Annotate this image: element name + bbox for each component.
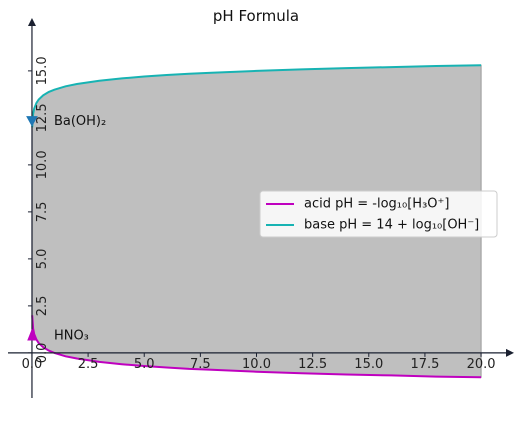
x-tick-label: 15.0 bbox=[354, 357, 383, 372]
y-axis-arrow bbox=[27, 18, 36, 26]
annotation-label: HNO₃ bbox=[54, 328, 89, 343]
y-tick-label: 5.0 bbox=[35, 249, 50, 270]
x-axis-arrow bbox=[506, 348, 514, 357]
acid-series-line bbox=[31, 315, 482, 379]
x-tick-label: 5.0 bbox=[134, 357, 155, 372]
annotation-label: Ba(OH)₂ bbox=[54, 114, 106, 129]
base-series-line bbox=[31, 64, 482, 128]
tick-labels: 0.0 2.5 5.0 7.5 10.0 12.5 15.0 17.5 20.0 0.0 2.5 5.… bbox=[22, 56, 496, 371]
x-tick-label: 7.5 bbox=[190, 357, 211, 372]
x-tick-label: 20.0 bbox=[467, 357, 496, 372]
x-tick-label: 10.0 bbox=[242, 357, 271, 372]
annotations: Ba(OH)₂ HNO₃ bbox=[26, 114, 106, 343]
y-tick-label: 0.0 bbox=[35, 343, 50, 364]
chart-title: pH Formula bbox=[213, 7, 299, 25]
x-tick-label: 2.5 bbox=[78, 357, 99, 372]
legend: acid pH = -log₁₀[H₃O⁺] base pH = 14 + log… bbox=[259, 190, 498, 238]
x-tick-label: 0.0 bbox=[22, 357, 43, 372]
y-tick-label: 10.0 bbox=[35, 150, 50, 179]
legend-box bbox=[259, 190, 498, 238]
x-tick-label: 17.5 bbox=[410, 357, 439, 372]
y-tick-label: 12.5 bbox=[35, 103, 50, 132]
base-marker bbox=[26, 116, 38, 127]
x-tick-label: 12.5 bbox=[298, 357, 327, 372]
acid-marker bbox=[27, 328, 37, 341]
y-tick-label: 15.0 bbox=[35, 56, 50, 85]
y-tick-label: 7.5 bbox=[35, 202, 50, 223]
legend-label-acid: acid pH = -log₁₀[H₃O⁺] bbox=[304, 197, 449, 212]
series-lines bbox=[31, 64, 482, 379]
y-tick-label: 2.5 bbox=[35, 296, 50, 317]
legend-label-base: base pH = 14 + log₁₀[OH⁻] bbox=[304, 218, 479, 233]
